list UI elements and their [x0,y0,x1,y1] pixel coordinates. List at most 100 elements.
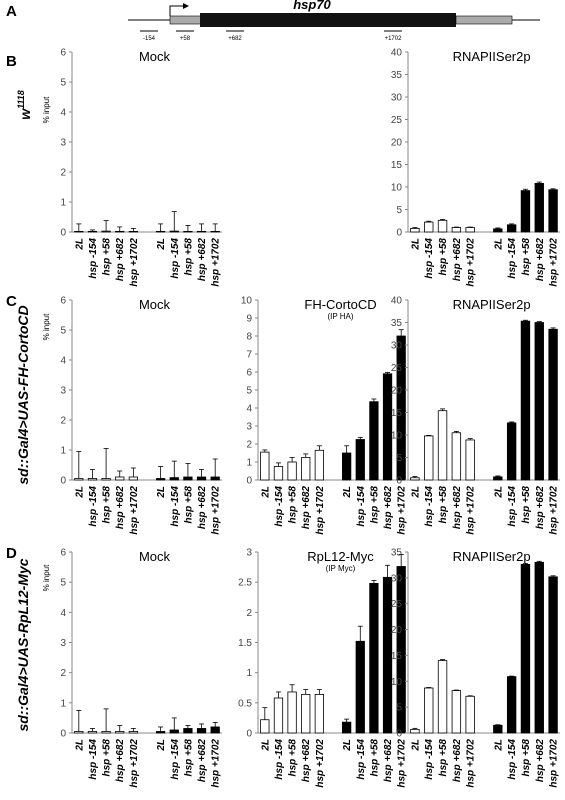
x-tick-label: hsp +682 [535,238,546,282]
bar [101,478,111,481]
x-tick-label: hsp +58 [438,238,449,276]
x-tick-label: hsp -154 [356,486,367,527]
y-axis-label: % input [42,564,51,591]
bar [493,724,503,734]
bar [128,731,138,734]
y-tick-label: 30 [391,93,403,104]
y-tick-label: 20 [391,138,403,149]
x-tick-label: 2L [493,739,504,752]
y-tick-label: 2 [60,668,66,679]
y-axis-label: % input [42,96,51,123]
x-tick-label: hsp +1702 [466,739,477,788]
x-tick-label: hsp +58 [521,739,532,777]
bar [115,476,125,481]
chart-title: Mock [139,49,171,64]
bar [342,452,352,481]
x-tick-label: hsp -154 [170,238,181,279]
x-tick-label: hsp +1702 [466,486,477,535]
row-label-text: sd::Gal4>UAS-FH-CortoCD [15,305,31,484]
y-tick-label: 40 [391,296,403,307]
x-tick-label: hsp +682 [452,238,463,282]
y-tick-label: 35 [391,548,403,559]
x-tick-label: hsp +58 [521,238,532,276]
y-tick-label: 10 [241,296,253,307]
y-tick-label: 0.5 [238,698,252,709]
y-tick-label: 5 [60,578,66,589]
y-tick-label: 3 [60,386,66,397]
x-tick-label: hsp -154 [424,486,435,527]
chart-title: Mock [139,549,171,564]
bar [87,478,98,481]
y-tick-label: 0 [60,729,66,740]
bar [260,719,270,734]
x-tick-label: hsp -154 [507,238,518,279]
bar [506,676,517,734]
bar [410,477,420,481]
y-tick-label: 5 [396,453,402,464]
x-tick-label: hsp +1702 [549,739,560,788]
row-label: w1118 [16,90,33,120]
y-tick-label: 1 [60,698,66,709]
x-tick-label: hsp +682 [197,739,208,783]
bar [74,478,84,481]
utr [169,15,203,25]
y-tick-label: 0 [396,228,402,239]
chart-title: RpL12-Myc [307,549,374,564]
x-tick-label: hsp -154 [274,739,285,780]
x-tick-label: hsp -154 [170,486,181,527]
row-label-text: sd::Gal4>UAS-RpL12-Myc [15,558,31,731]
y-tick-label: 10 [391,677,403,688]
y-tick-label: 25 [391,599,403,610]
bar [451,432,462,481]
x-tick-label: hsp -154 [424,739,435,780]
bar [396,335,406,481]
x-tick-label: hsp +682 [115,486,126,530]
amplicon-label: +58 [180,36,191,42]
x-tick-label: hsp +1702 [315,486,326,535]
y-tick-label: 5 [60,326,66,337]
y-tick-label: 2.5 [238,578,252,589]
x-tick-label: hsp +1702 [315,739,326,788]
bar [169,729,179,734]
y-tick-label: 6 [60,296,66,307]
panel-label: B [6,53,17,70]
y-tick-label: 5 [60,78,66,89]
bar [451,227,462,233]
y-tick-label: 2 [60,416,66,427]
row-label: sd::Gal4>UAS-RpL12-Myc [15,558,31,731]
bar [101,230,111,233]
x-tick-label: hsp +58 [102,486,113,524]
bar [342,721,352,734]
y-tick-label: 25 [391,363,403,374]
chart-title: RNAPIISer2p [453,49,531,64]
x-tick-label: hsp +1702 [211,238,222,287]
y-tick-label: 15 [391,651,403,662]
bar [506,422,517,481]
row-label-superscript: 1118 [16,90,26,109]
bar [548,328,558,481]
y-tick-label: 1 [60,446,66,457]
y-tick-label: 10 [391,431,403,442]
bar [74,230,84,233]
bar [534,561,544,734]
y-tick-label: 15 [391,160,403,171]
bar [115,230,125,233]
x-tick-label: hsp +682 [115,739,126,783]
y-tick-label: 6 [60,48,66,59]
x-tick-label: hsp -154 [170,739,181,780]
y-tick-label: 3 [246,422,252,433]
x-tick-label: hsp +1702 [129,238,140,287]
y-tick-label: 30 [391,341,403,352]
y-tick-label: 0 [60,476,66,487]
x-tick-label: hsp +58 [521,486,532,524]
y-tick-label: 4 [60,108,66,119]
bar [183,728,193,734]
utr [455,15,513,25]
y-tick-label: 9 [246,314,252,325]
bar [534,182,544,233]
x-tick-label: hsp -154 [88,739,99,780]
bar [396,566,406,734]
x-tick-label: hsp -154 [274,486,285,527]
bar [314,693,324,734]
